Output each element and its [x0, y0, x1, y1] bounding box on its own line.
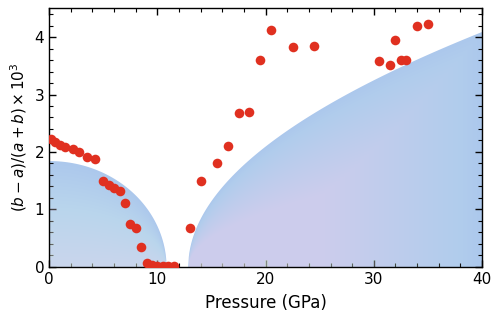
Point [100, 178, 108, 183]
Point [148, 263, 156, 268]
Point [90, 156, 98, 161]
Point [126, 221, 134, 226]
Point [76, 149, 84, 155]
Point [392, 37, 400, 43]
Point [83, 154, 91, 159]
Point [402, 58, 410, 63]
Point [397, 58, 405, 63]
Point [196, 178, 204, 183]
Point [116, 188, 124, 194]
Point [224, 144, 232, 149]
Point [234, 110, 242, 116]
Point [170, 263, 177, 268]
X-axis label: Pressure (GPa): Pressure (GPa) [204, 294, 326, 312]
Point [104, 183, 112, 188]
Point [69, 147, 77, 152]
Point [310, 43, 318, 48]
Point [246, 109, 254, 114]
Point [159, 263, 167, 268]
Y-axis label: $(b-a)/(a+b)\,{\times}\,10^3$: $(b-a)/(a+b)\,{\times}\,10^3$ [8, 63, 29, 212]
Point [48, 137, 56, 142]
Point [288, 45, 296, 50]
Point [142, 260, 150, 265]
Point [424, 22, 432, 27]
Point [164, 263, 172, 268]
Point [121, 200, 129, 205]
Point [186, 225, 194, 230]
Point [213, 161, 221, 166]
Point [256, 58, 264, 63]
Point [375, 59, 383, 64]
Point [386, 62, 394, 67]
Point [110, 185, 118, 190]
Point [50, 139, 58, 144]
Point [132, 225, 140, 230]
Point [137, 244, 145, 249]
Point [154, 263, 162, 268]
Point [413, 23, 421, 28]
Point [62, 145, 70, 150]
Point [267, 28, 275, 33]
Point [56, 142, 64, 148]
